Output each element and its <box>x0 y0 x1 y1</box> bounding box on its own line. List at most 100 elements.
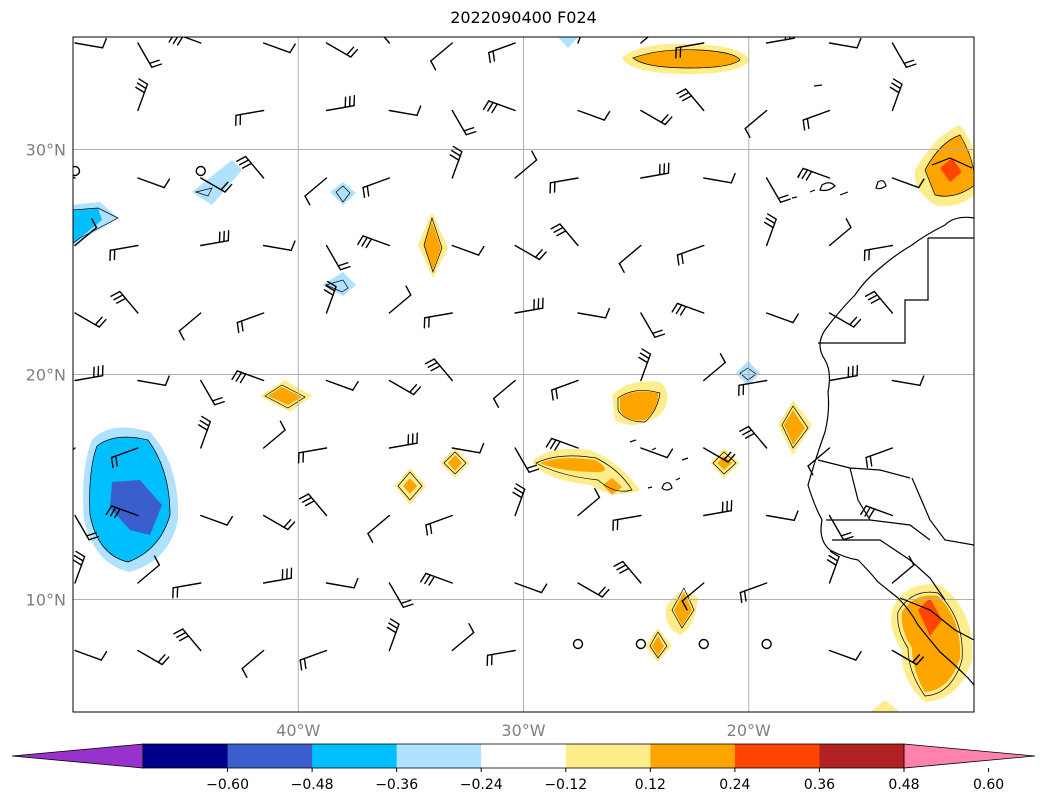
wind-barb <box>110 447 139 469</box>
wind-barb <box>550 223 579 247</box>
wind-barb <box>828 312 862 328</box>
colorbar-extend-low <box>11 743 144 769</box>
wind-barb <box>891 555 915 584</box>
graticule <box>73 37 974 712</box>
wind-barb <box>236 312 265 334</box>
latitude-tick-label: 30°N <box>26 141 66 160</box>
anomaly-field-layer <box>73 37 974 712</box>
wind-barb-layer <box>73 37 925 679</box>
wind-barb <box>703 352 726 382</box>
wind-barb <box>74 649 108 661</box>
wind-barb <box>325 94 356 112</box>
wind-barb <box>613 560 642 584</box>
wind-barb <box>388 379 421 396</box>
wind-barb <box>74 312 107 328</box>
colorbar-segment <box>481 744 567 768</box>
map-title: 2022090400 F024 <box>450 8 597 27</box>
wind-barb <box>200 229 230 247</box>
wind-barb <box>765 177 791 203</box>
wind-barb <box>640 109 673 126</box>
wind-barb <box>891 375 925 387</box>
wind-barb <box>828 649 862 661</box>
wind-barb <box>298 493 328 517</box>
wind-barb <box>109 244 139 262</box>
wind-barb <box>168 37 202 46</box>
wind-barb <box>738 379 768 397</box>
wind-barb <box>424 358 453 382</box>
calm-wind-marker <box>698 638 709 650</box>
wind-barb <box>235 109 265 127</box>
wind-barb <box>172 582 202 599</box>
wind-barb <box>703 499 733 517</box>
wind-barb <box>451 622 475 652</box>
wind-barb <box>74 514 100 541</box>
calm-wind-marker <box>572 638 584 650</box>
wind-barb <box>640 162 670 179</box>
longitude-tick-label: 20°W <box>727 721 771 740</box>
wind-barb <box>110 290 139 314</box>
wind-barb <box>73 176 76 179</box>
colorbar-segment <box>312 744 398 768</box>
wind-barb <box>367 514 391 544</box>
wind-barb <box>549 177 579 194</box>
wind-barb <box>178 312 202 341</box>
wind-barb <box>828 37 862 49</box>
wind-barb <box>388 285 412 314</box>
colorbar-segment <box>227 744 313 768</box>
longitude-tick-labels: 40°W 30°W 20°W <box>276 721 771 740</box>
colorbar-segment <box>143 744 229 768</box>
calm-wind-marker <box>195 165 206 177</box>
wind-barb <box>73 550 86 584</box>
calm-wind-marker <box>635 638 647 650</box>
wind-barb <box>514 244 547 261</box>
colorbar-tick-label: −0.24 <box>460 777 503 793</box>
wind-barb <box>891 177 925 189</box>
wind-barb <box>304 177 328 206</box>
wind-barb <box>173 628 202 652</box>
wind-barb <box>325 244 351 271</box>
wind-barb <box>638 348 652 382</box>
wind-barb <box>488 42 516 64</box>
wind-barb <box>297 447 328 464</box>
colorbar-extend-high <box>903 743 1036 769</box>
wind-barb <box>865 447 894 469</box>
wind-barb <box>105 505 139 519</box>
wind-barb <box>512 483 526 517</box>
longitude-tick-label: 30°W <box>501 721 545 740</box>
wind-barb <box>863 244 894 262</box>
wind-barb <box>430 42 453 71</box>
negative-anomaly-inner <box>110 480 162 535</box>
wind-barb <box>388 432 418 449</box>
wind-barb <box>137 555 161 584</box>
wind-barb <box>640 37 650 44</box>
wind-barb <box>577 307 610 319</box>
coastlines <box>629 84 974 686</box>
wind-barb <box>618 244 642 274</box>
anomaly-contour-lines <box>73 49 974 697</box>
colorbar-tick-label: −0.60 <box>206 777 249 793</box>
wind-barb <box>676 88 705 112</box>
wind-barb <box>671 302 705 316</box>
colorbar: −0.60 −0.48 −0.36 −0.24 −0.12 0.12 0.24 0.36 0.4… <box>11 743 1036 793</box>
wind-barb <box>577 487 601 517</box>
wind-barb <box>388 105 422 117</box>
wind-barb <box>325 42 359 58</box>
colorbar-segment <box>734 744 820 768</box>
colorbar-segment <box>565 744 651 768</box>
wind-barb <box>323 280 337 314</box>
wind-barb <box>797 167 831 181</box>
wind-barb <box>744 109 768 139</box>
colorbar-tick-label: 0.12 <box>635 777 666 793</box>
colorbar-tick-label: 0.60 <box>973 777 1004 793</box>
wind-barb <box>550 379 579 401</box>
negative-anomaly-small <box>192 160 242 205</box>
wind-barb <box>423 312 453 329</box>
wind-barb <box>640 312 666 338</box>
wind-barb <box>198 415 212 449</box>
colorbar-segment <box>819 744 905 768</box>
wind-barb <box>74 217 98 247</box>
colorbar-segment <box>650 744 736 768</box>
wind-barb <box>675 42 705 59</box>
wind-barb <box>828 364 859 382</box>
